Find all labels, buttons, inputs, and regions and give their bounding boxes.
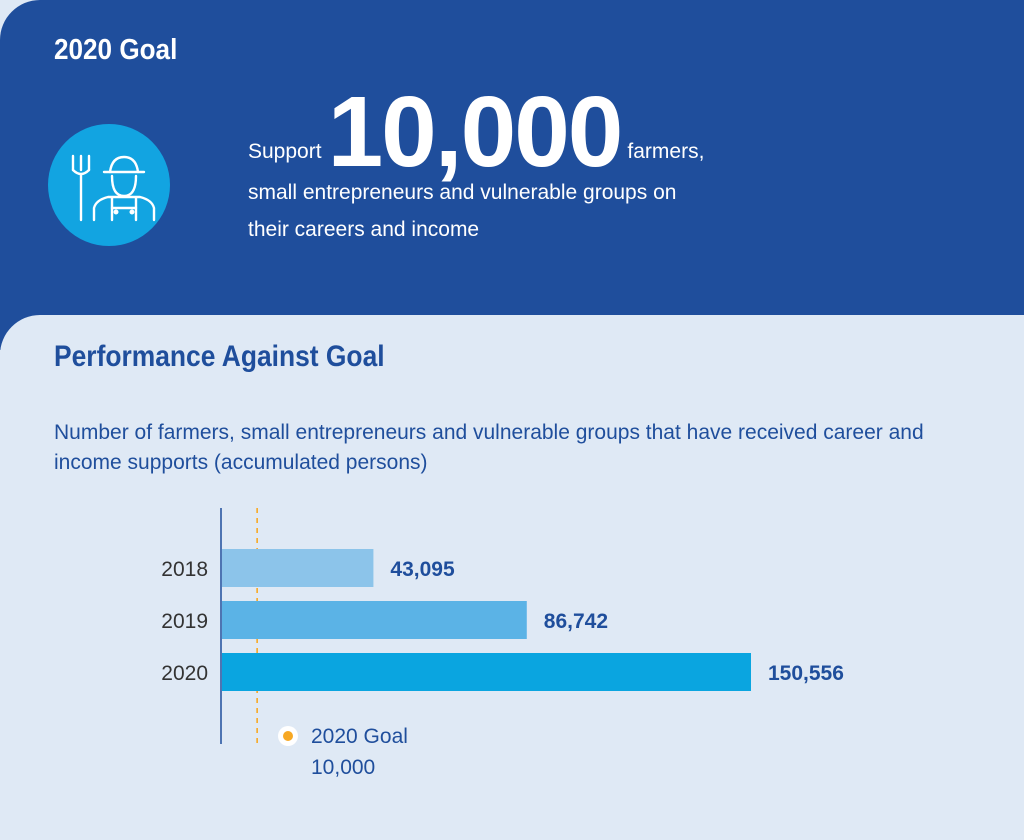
goal-number: 10,000: [327, 76, 624, 188]
bar-2018: [222, 549, 374, 587]
goal-value-label: 10,000: [311, 756, 375, 779]
bar-2019: [222, 601, 527, 639]
performance-panel: [0, 315, 1024, 840]
farmer-icon: [48, 124, 170, 246]
goal-heading: 2020 Goal: [54, 34, 178, 66]
category-label-2020: 2020: [161, 662, 208, 685]
category-label-2019: 2019: [161, 610, 208, 633]
value-label-2019: 86,742: [544, 610, 608, 633]
goal-marker-dot: [283, 731, 293, 741]
value-label-2020: 150,556: [768, 662, 844, 685]
farmers-word: farmers,: [627, 140, 705, 163]
farmer-with-pitchfork-icon: [71, 154, 156, 222]
performance-title: Performance Against Goal: [54, 340, 385, 373]
goal-panel: [0, 0, 1024, 350]
goal-statement-line3: their careers and income: [248, 218, 480, 241]
support-word: Support: [248, 140, 322, 163]
goal-label: 2020 Goal: [311, 725, 408, 748]
value-label-2018: 43,095: [390, 558, 455, 581]
goal-statement-line2: small entrepreneurs and vulnerable group…: [248, 181, 677, 204]
category-label-2018: 2018: [161, 558, 208, 581]
chart-description: Number of farmers, small entrepreneurs a…: [54, 421, 924, 474]
bar-2020: [222, 653, 751, 691]
goal-statement: Support10,000 farmers,: [248, 82, 704, 182]
